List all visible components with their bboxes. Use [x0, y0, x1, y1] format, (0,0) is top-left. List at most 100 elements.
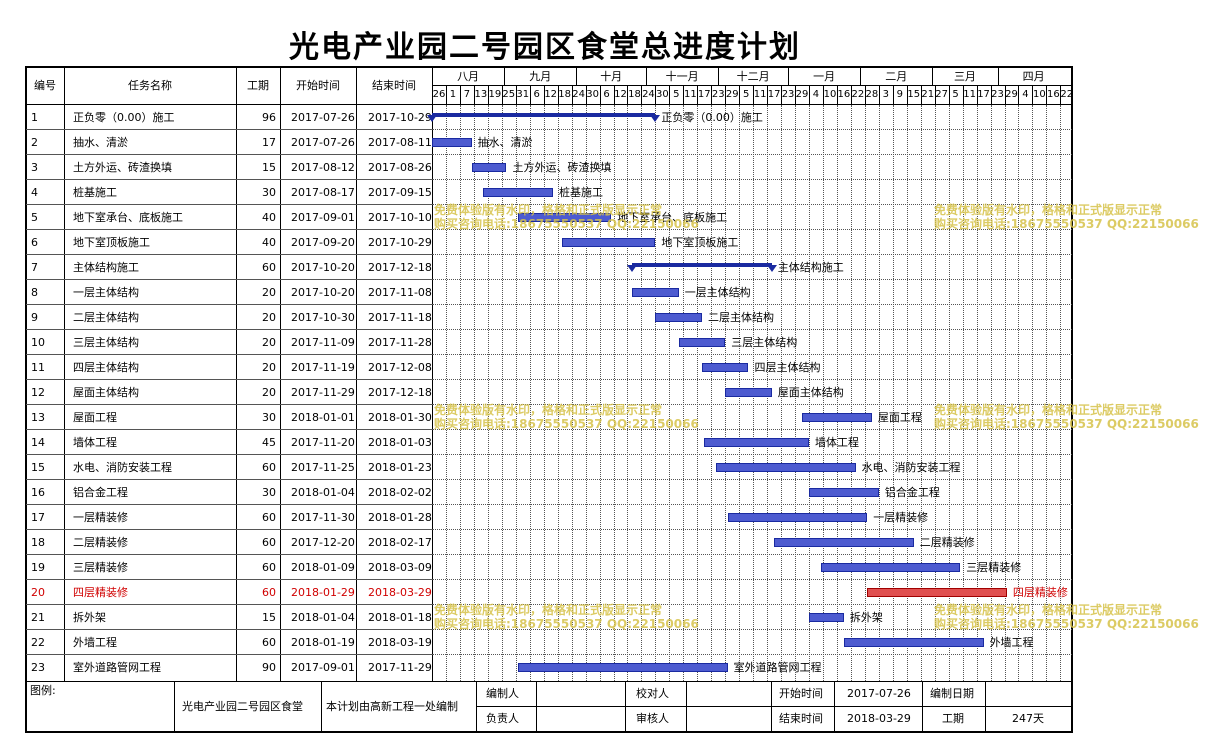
task-start: 2018-01-04 — [291, 611, 355, 624]
footer-divider — [536, 681, 537, 732]
task-duration: 60 — [262, 536, 276, 549]
timescale-divider — [432, 85, 1072, 86]
summary-end-marker — [766, 265, 777, 272]
day-gridline — [1046, 105, 1048, 681]
day-tick-label: 25 — [502, 89, 516, 100]
editor-label: 编制人 — [486, 687, 519, 700]
task-start: 2017-11-30 — [291, 511, 355, 524]
task-bar-label: 三层精装修 — [966, 561, 1022, 574]
day-gridline — [1032, 105, 1034, 681]
row-divider — [26, 379, 432, 380]
task-id: 1 — [31, 111, 38, 124]
task-id: 15 — [31, 461, 45, 474]
row-gridline — [432, 454, 1072, 455]
task-id: 12 — [31, 386, 45, 399]
end-value: 2018-03-29 — [847, 712, 911, 725]
day-divider — [1032, 86, 1034, 104]
month-divider — [932, 67, 934, 85]
task-duration: 30 — [262, 486, 276, 499]
task-id: 19 — [31, 561, 45, 574]
task-id: 4 — [31, 186, 38, 199]
task-duration: 20 — [262, 311, 276, 324]
day-gridline — [669, 105, 671, 681]
task-end: 2018-01-28 — [368, 511, 432, 524]
day-gridline — [585, 105, 587, 681]
task-id: 16 — [31, 486, 45, 499]
day-divider — [1060, 86, 1062, 104]
month-label: 十一月 — [665, 70, 699, 83]
task-bar-label: 地下室顶板施工 — [661, 236, 739, 249]
day-tick-label: 9 — [896, 89, 903, 100]
day-tick-label: 6 — [533, 89, 540, 100]
day-tick-label: 29 — [795, 89, 809, 100]
month-label: 四月 — [1022, 70, 1045, 83]
row-divider — [26, 329, 432, 330]
task-start: 2017-08-12 — [291, 161, 355, 174]
task-bar-label: 拆外架 — [849, 611, 883, 624]
task-end: 2017-08-26 — [368, 161, 432, 174]
task-start: 2017-09-20 — [291, 236, 355, 249]
day-tick-label: 7 — [463, 89, 471, 100]
month-divider — [997, 67, 999, 85]
task-id: 5 — [31, 211, 38, 224]
day-tick-label: 23 — [781, 89, 795, 100]
day-divider — [1046, 86, 1048, 104]
day-divider — [878, 86, 880, 104]
row-gridline — [432, 379, 1072, 380]
reviewer-label: 审核人 — [636, 712, 669, 725]
footer-divider — [771, 681, 772, 732]
footer-project: 光电产业园二号园区食堂 — [182, 700, 303, 713]
task-start: 2017-10-20 — [291, 261, 355, 274]
task-start: 2017-11-25 — [291, 461, 355, 474]
day-tick-label: 31 — [516, 89, 530, 100]
header-id: 编号 — [34, 79, 56, 92]
row-divider — [26, 454, 432, 455]
header-duration: 工期 — [247, 79, 269, 92]
task-bar — [678, 338, 726, 347]
duration-label: 工期 — [942, 712, 964, 725]
day-gridline — [543, 105, 545, 681]
header-end: 结束时间 — [372, 79, 416, 92]
day-divider — [809, 86, 811, 104]
task-bar — [562, 238, 656, 247]
day-tick-label: 17 — [767, 89, 781, 100]
task-end: 2017-10-29 — [368, 111, 432, 124]
day-tick-label: 4 — [812, 89, 820, 100]
task-bar-label: 桩基施工 — [559, 186, 604, 199]
day-divider — [850, 86, 852, 104]
day-tick-label: 11 — [963, 89, 976, 100]
day-divider — [711, 86, 713, 104]
day-gridline — [627, 105, 629, 681]
row-divider — [26, 479, 432, 480]
day-tick-label: 29 — [1005, 89, 1018, 100]
day-divider — [795, 86, 797, 104]
day-gridline — [445, 105, 447, 681]
day-tick-label: 28 — [865, 89, 879, 100]
task-id: 17 — [31, 511, 45, 524]
task-duration: 30 — [262, 411, 276, 424]
row-divider — [26, 404, 432, 405]
task-bar — [715, 463, 856, 472]
day-divider — [501, 86, 503, 104]
day-tick-label: 6 — [603, 89, 610, 100]
task-end: 2017-12-18 — [368, 386, 432, 399]
day-gridline — [795, 105, 797, 681]
day-divider — [1018, 86, 1020, 104]
day-tick-label: 27 — [935, 89, 949, 100]
day-divider — [962, 86, 964, 104]
task-name: 拆外架 — [73, 611, 106, 624]
task-bar-label: 四层精装修 — [1012, 586, 1068, 599]
day-divider — [543, 86, 545, 104]
footer-divider — [476, 706, 1072, 707]
footer-divider — [625, 681, 626, 732]
day-gridline — [1018, 105, 1020, 681]
task-name: 室外道路管网工程 — [73, 661, 161, 674]
day-tick-label: 1 — [449, 89, 457, 100]
watermark: 免费体验版有水印，格格和正式版显示正常 购买咨询电话:18675550537 QQ… — [934, 403, 1199, 431]
row-divider — [26, 604, 432, 605]
task-name: 二层精装修 — [73, 536, 128, 549]
task-bar-label: 一层精装修 — [873, 511, 929, 524]
day-divider — [753, 86, 755, 104]
day-gridline — [906, 105, 908, 681]
task-id: 20 — [31, 586, 45, 599]
